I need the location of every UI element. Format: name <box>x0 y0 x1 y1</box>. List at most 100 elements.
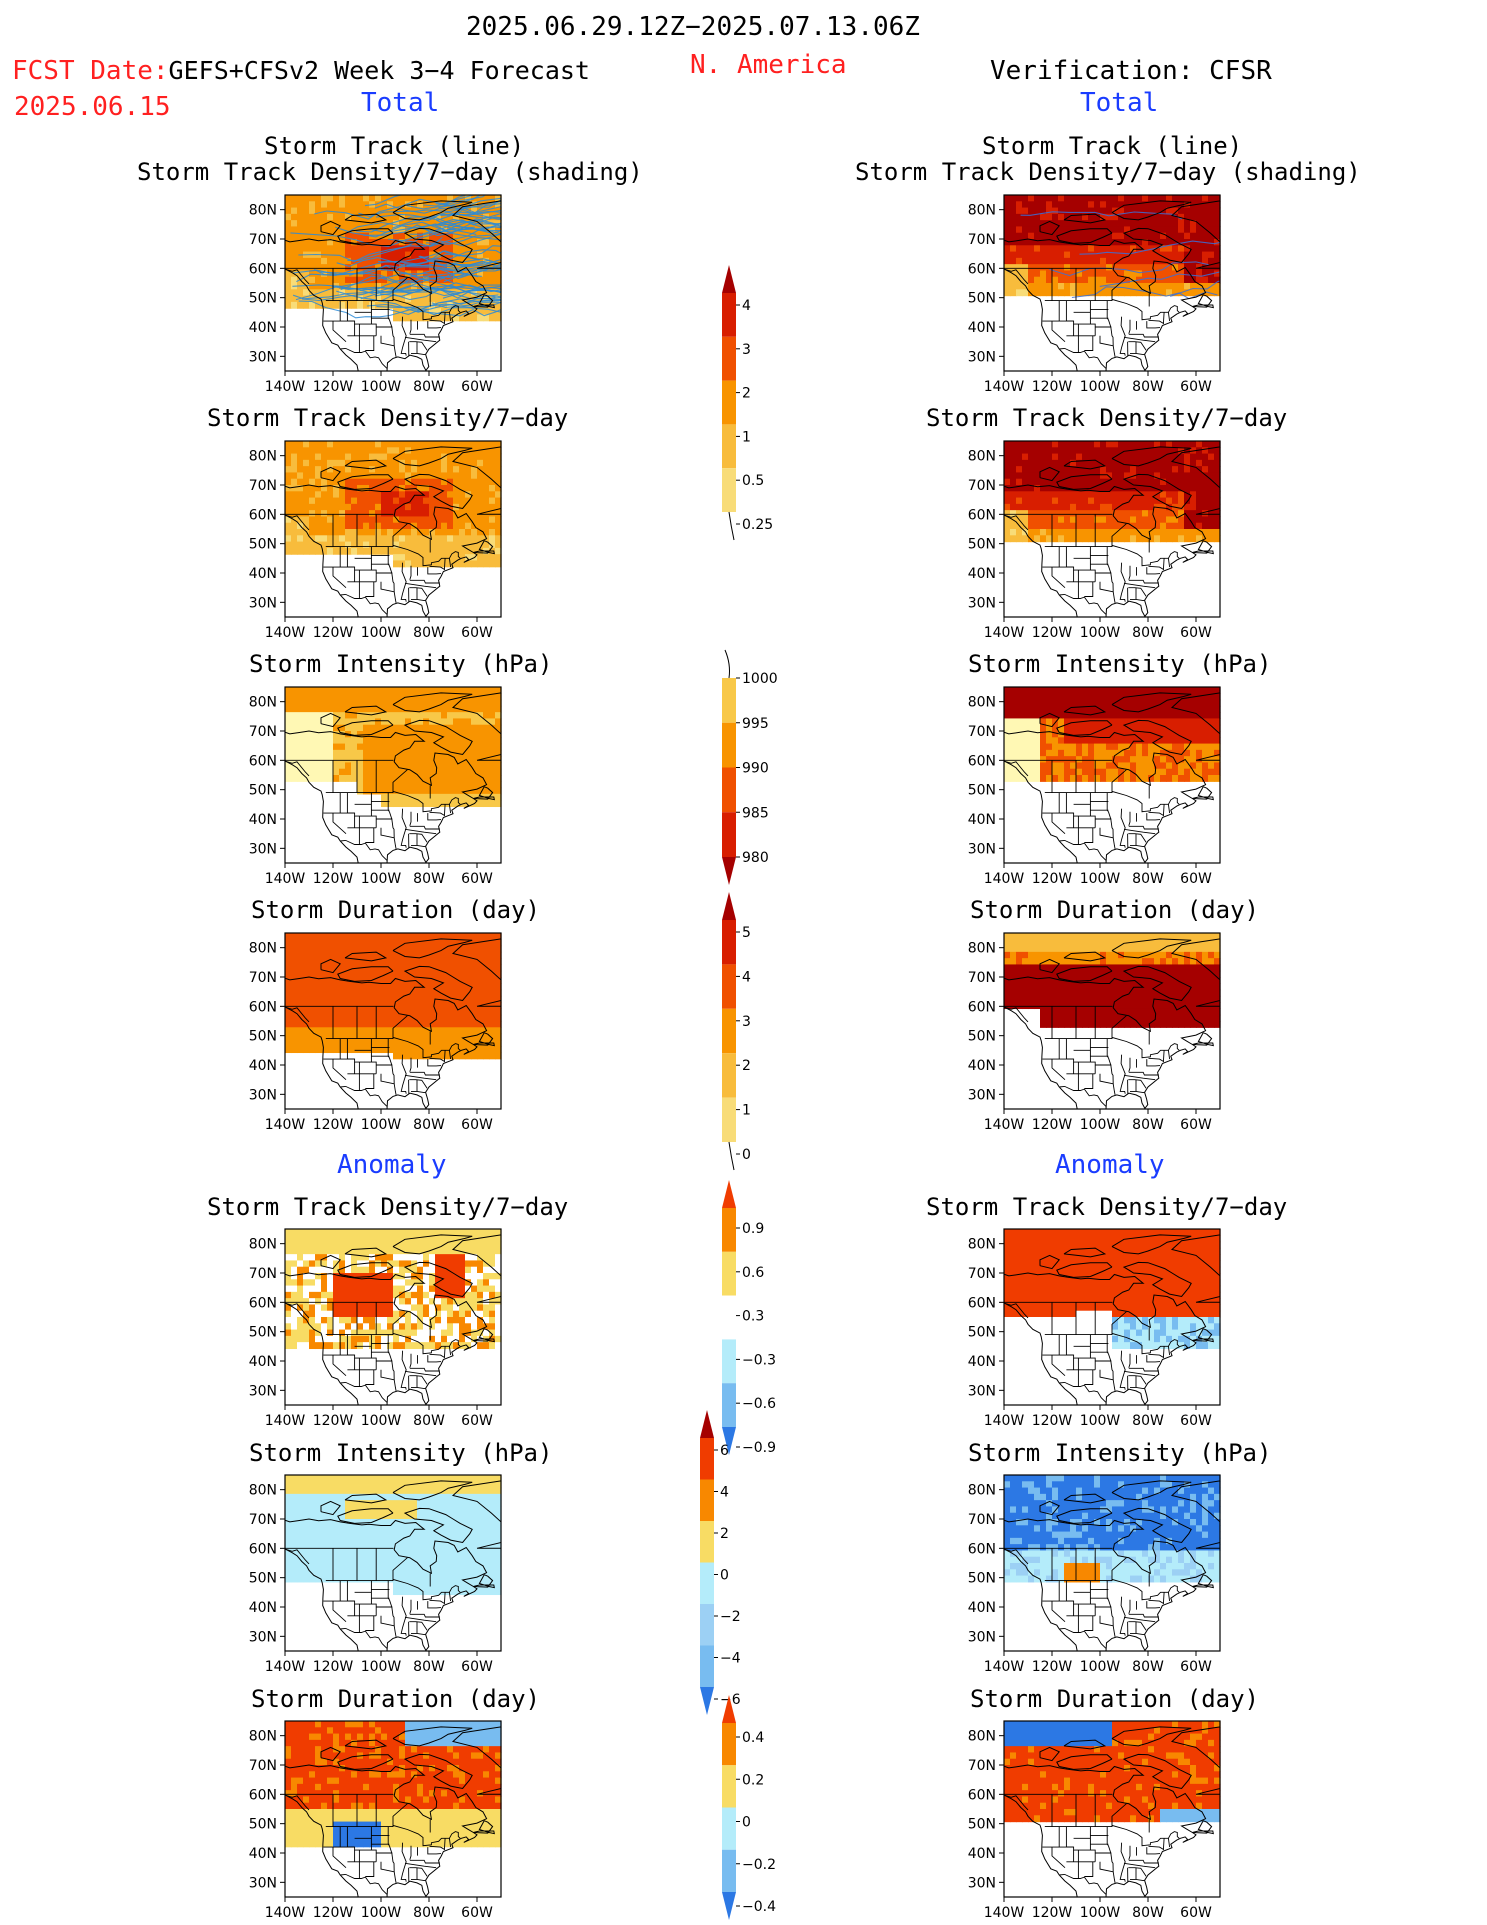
shading-cell <box>453 1260 460 1268</box>
shading-cell <box>483 1317 490 1324</box>
shading-cell <box>309 1840 316 1848</box>
shading-cell <box>339 522 346 530</box>
storm-track-line <box>347 218 501 261</box>
shading-cell <box>321 1512 328 1520</box>
shading-cell <box>465 1537 472 1545</box>
shading-cell <box>309 1796 316 1804</box>
shading-cell <box>339 958 346 966</box>
shading-cell <box>357 995 364 1003</box>
shading-cell <box>369 737 376 745</box>
state-border <box>365 335 375 351</box>
shading-cell <box>345 1544 352 1552</box>
shading-cell <box>453 977 460 984</box>
shading-cell <box>489 1241 496 1249</box>
shading-cell <box>297 977 304 984</box>
shading-cell <box>459 560 466 568</box>
shading-cell <box>387 699 394 707</box>
shading-cell <box>429 800 436 808</box>
shading-cell <box>297 731 304 738</box>
shading-cell <box>309 970 316 978</box>
storm-track-line <box>392 210 501 229</box>
shading-cell <box>315 1247 322 1255</box>
shading-cell <box>369 453 376 461</box>
shading-cell <box>345 762 352 770</box>
shading-cell <box>423 1537 430 1545</box>
shading-cell <box>357 1721 364 1728</box>
shading-cell <box>339 724 346 732</box>
lat-tick-label: 80N <box>249 449 277 465</box>
shading-cell <box>381 951 388 959</box>
shading-cell <box>471 743 478 751</box>
shading-cell <box>315 226 322 234</box>
shading-cell <box>381 693 388 701</box>
storm-track-line <box>434 261 501 269</box>
shading-cell <box>333 491 340 499</box>
shading-cell <box>411 1727 418 1735</box>
shading-cell <box>315 1241 322 1249</box>
shading-cell <box>321 1506 328 1514</box>
shading-cell <box>303 1739 310 1747</box>
shading-cell <box>345 535 352 543</box>
shading-cell <box>447 939 454 947</box>
shading-cell <box>447 1298 454 1306</box>
shading-cell <box>483 207 490 215</box>
shading-cell <box>405 1335 412 1343</box>
shading-cell <box>405 1266 412 1274</box>
shading-cell <box>399 1279 406 1287</box>
shading-cell <box>315 1279 322 1287</box>
shading-cell <box>447 466 454 474</box>
shading-cell <box>351 743 358 751</box>
shading-cell <box>393 295 400 303</box>
shading-cell <box>315 693 322 701</box>
shading-cell <box>291 522 298 530</box>
state-border <box>409 825 440 830</box>
shading-cell <box>489 1342 496 1350</box>
shading-cell <box>357 1329 364 1337</box>
shading-cell <box>291 1342 298 1350</box>
shading-cell <box>285 1285 292 1293</box>
shading-cell <box>309 239 316 246</box>
lat-tick-label: 30N <box>249 595 277 611</box>
shading-cell <box>321 472 328 480</box>
shading-cell <box>489 453 496 461</box>
shading-cell <box>417 447 424 455</box>
shading-cell <box>495 1531 502 1539</box>
shading-cell <box>435 989 442 997</box>
shading-cell <box>303 687 310 694</box>
shading-cell <box>447 951 454 959</box>
island-coastline <box>320 712 341 728</box>
shading-cell <box>357 1310 364 1318</box>
shading-cell <box>297 497 304 505</box>
shading-cell <box>297 1815 304 1823</box>
shading-cell <box>351 737 358 745</box>
shading-cell <box>441 1323 448 1331</box>
shading-cell <box>471 441 478 448</box>
shading-cell <box>411 756 418 764</box>
shading-cell <box>291 1254 298 1262</box>
shading-cell <box>375 989 382 997</box>
shading-cell <box>465 213 472 221</box>
shading-cell <box>399 1752 406 1760</box>
shading-cell <box>399 447 406 455</box>
shading-cell <box>321 195 328 202</box>
shading-cell <box>435 737 442 745</box>
shading-cell <box>489 1021 496 1028</box>
lon-tick-label: 80W <box>413 1117 445 1133</box>
shading-cell <box>465 775 472 782</box>
shading-cell <box>327 1335 334 1343</box>
shading-cell <box>375 541 382 549</box>
shading-cell <box>375 1039 382 1047</box>
shading-cell <box>309 1500 316 1508</box>
shading-cell <box>483 1537 490 1545</box>
shading-cell <box>375 295 382 303</box>
shading-cell <box>399 945 406 953</box>
shading-cell <box>297 195 304 202</box>
shading-cell <box>477 1569 484 1577</box>
shading-cell <box>483 503 490 511</box>
shading-cell <box>477 787 484 795</box>
shading-cell <box>303 1550 310 1558</box>
shading-cell <box>285 213 292 221</box>
shading-cell <box>345 1777 352 1785</box>
shading-cell <box>387 1285 394 1293</box>
state-border <box>371 1357 377 1370</box>
